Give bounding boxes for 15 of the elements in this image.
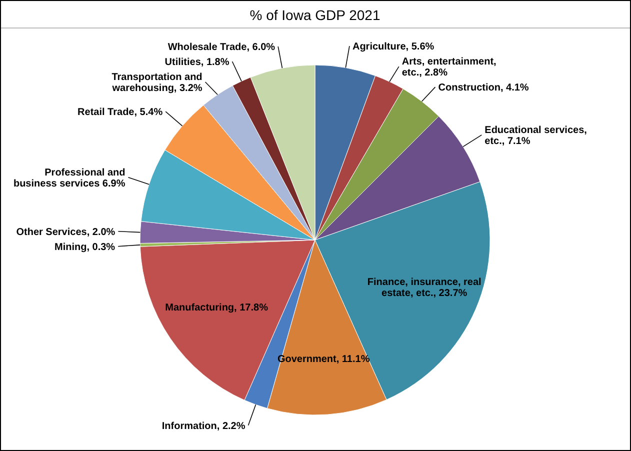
chart-title: % of Iowa GDP 2021 [250,7,380,23]
slice-label: Arts, entertainment, etc., 2.8% [402,56,497,79]
slice-label: Other Services, 2.0% [16,226,116,238]
slice-label: Utilities, 1.8% [164,56,230,68]
slice-label: Manufacturing, 17.8% [165,302,268,314]
slice-label: Agriculture, 5.6% [352,42,434,53]
slice-label: Retail Trade, 5.4% [78,107,163,118]
slice-label: Transportation and warehousing, 3.2% [111,72,202,94]
slice-label: Construction, 4.1% [438,82,529,94]
slice-label: Educational services, etc., 7.1% [484,124,588,147]
slice-label: Professional and business services 6.9% [13,167,126,190]
slice-label: Wholesale Trade, 6.0% [168,42,276,53]
slice-label: Information, 2.2% [162,420,246,432]
slice-label: Mining, 0.3% [54,242,116,253]
slice-label: Finance, insurance, real estate, etc., 23.7% [367,276,482,299]
